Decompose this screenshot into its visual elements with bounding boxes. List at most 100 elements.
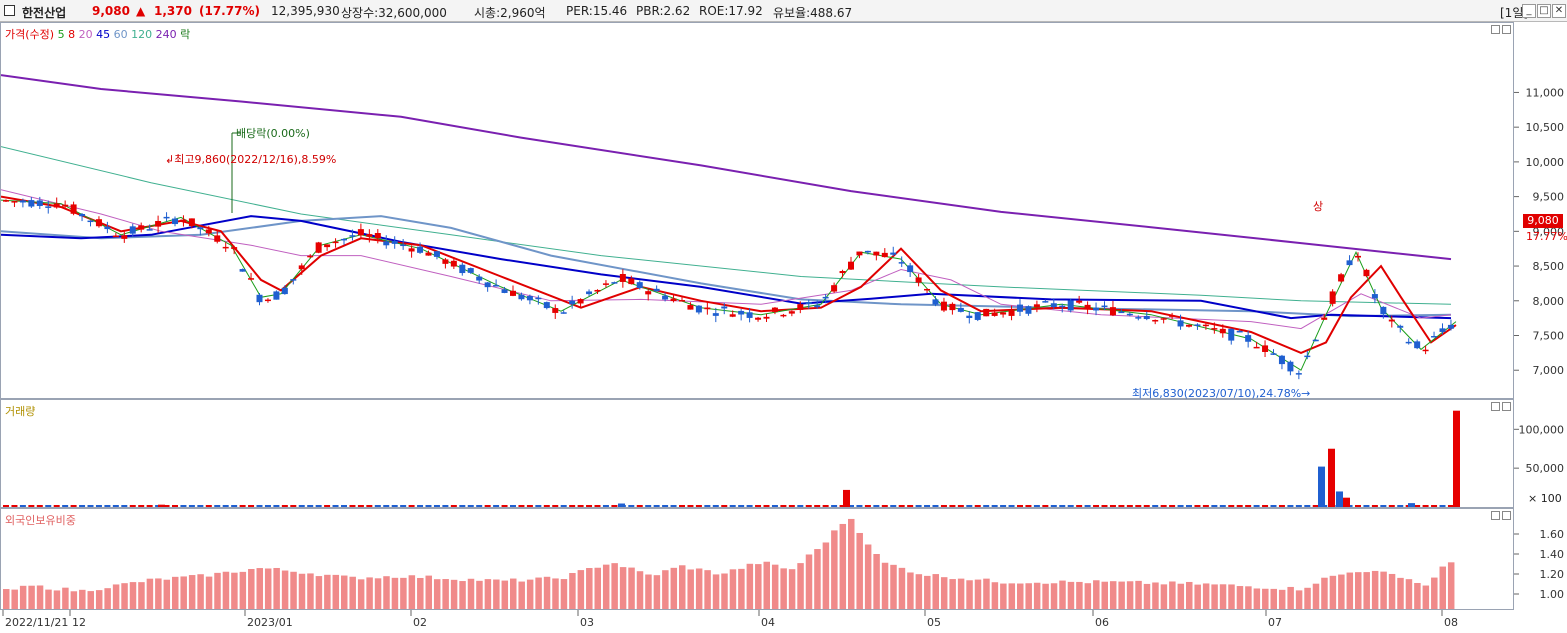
candle-up (552, 308, 559, 313)
volume-spike-bar (843, 489, 850, 507)
foreign-bar (408, 575, 416, 609)
candle-up (450, 260, 457, 267)
legend-ma8[interactable]: 8 (68, 28, 76, 41)
foreign-tick-label: 1.20 (1540, 568, 1565, 581)
volume-bar (163, 505, 170, 507)
candle-up (839, 270, 846, 274)
volume-bar (205, 505, 212, 507)
candle-down (45, 206, 52, 208)
close-button[interactable]: ✕ (1552, 4, 1566, 18)
candle-down (459, 264, 466, 274)
legend-ma5[interactable]: 5 (57, 28, 65, 41)
volume-bar (729, 505, 736, 507)
volume-bar (569, 505, 576, 507)
price-tick-label: 11,000 (1526, 86, 1565, 99)
candle-up (324, 244, 331, 248)
foreign-bar (1295, 590, 1303, 609)
volume-spike-bar (1336, 491, 1343, 507)
volume-bar (1245, 505, 1252, 507)
foreign-maximize-button[interactable] (1491, 511, 1500, 520)
volume-bar (36, 505, 43, 507)
candle-up (357, 229, 364, 236)
candle-down (738, 310, 745, 315)
volume-bar (763, 505, 770, 507)
volume-maximize-button[interactable] (1491, 402, 1500, 411)
volume-bar (1169, 505, 1176, 507)
foreign-bar (771, 564, 779, 609)
volume-bar (53, 505, 60, 507)
candle-up (264, 299, 271, 302)
volume-bar (197, 505, 204, 507)
volume-bar (864, 505, 871, 507)
legend-ma120[interactable]: 120 (131, 28, 153, 41)
volume-bar (95, 505, 102, 507)
period-selector[interactable]: [1일] (1500, 6, 1529, 20)
foreign-bar (619, 567, 627, 609)
price-chart[interactable] (1, 23, 1513, 398)
foreign-title: 외국인보유비중 (5, 514, 76, 527)
candle-down (1431, 336, 1438, 338)
candle-up (848, 261, 854, 270)
volume-bar (1202, 505, 1209, 507)
foreign-close-button[interactable] (1502, 511, 1511, 520)
foreign-bar (459, 581, 466, 609)
candle-up (138, 225, 145, 230)
candle-up (1076, 300, 1083, 303)
volume-bar (653, 505, 660, 507)
candle-up (222, 246, 229, 249)
roe-value: ROE:17.92 (699, 4, 763, 18)
volume-bar (1397, 505, 1404, 507)
volume-bar (1042, 505, 1049, 507)
volume-bar (324, 505, 331, 507)
volume-chart[interactable] (1, 400, 1513, 507)
foreign-bar (1008, 583, 1016, 609)
foreign-bar (1118, 581, 1125, 609)
volume-bar (679, 505, 685, 507)
foreign-bar (1380, 571, 1387, 609)
legend-ma45[interactable]: 45 (96, 28, 111, 41)
candle-down (966, 315, 973, 319)
foreign-bar (332, 574, 340, 609)
candle-down (1143, 315, 1150, 320)
foreign-bar (366, 577, 373, 609)
date-label: 08 (1444, 616, 1458, 629)
candle-down (1371, 294, 1378, 299)
foreign-panel[interactable]: 외국인보유비중 (0, 508, 1514, 610)
ma-20-line (1, 189, 1452, 330)
candle-up (645, 291, 652, 295)
price-panel[interactable]: 가격(수정) 5 8 20 45 60 120 240 락 (0, 22, 1514, 399)
minimize-button[interactable]: _ (1522, 4, 1536, 18)
volume-bar (121, 505, 128, 507)
candle-down (932, 299, 939, 305)
volume-bar (1447, 505, 1454, 507)
legend-ma20[interactable]: 20 (78, 28, 93, 41)
candle-down (163, 216, 170, 219)
candle-down (273, 291, 280, 300)
candle-up (602, 283, 609, 285)
legend-drop[interactable]: 락 (180, 28, 191, 41)
restore-button[interactable]: □ (1537, 4, 1551, 18)
panel-close-button[interactable] (1502, 25, 1511, 34)
candle-down (129, 226, 136, 234)
select-checkbox[interactable] (4, 5, 15, 16)
legend-ma60[interactable]: 60 (113, 28, 128, 41)
panel-maximize-button[interactable] (1491, 25, 1500, 34)
candle-up (408, 248, 415, 252)
foreign-bar (814, 549, 821, 609)
volume-bar (256, 505, 263, 507)
stock-name[interactable]: 한전산업 (22, 6, 67, 20)
legend-ma240[interactable]: 240 (155, 28, 177, 41)
candle-down (341, 238, 347, 241)
volume-close-button[interactable] (1502, 402, 1511, 411)
foreign-bar (1422, 585, 1430, 609)
foreign-chart[interactable] (1, 509, 1513, 609)
price-axis: 7,000 7,500 8,000 8,500 9,000 9,500 10,000 10,5… (1514, 22, 1567, 399)
volume-bar (341, 505, 347, 507)
foreign-bar (197, 574, 204, 609)
foreign-bar (129, 582, 137, 609)
foreign-bar (307, 573, 314, 609)
candle-down (1447, 324, 1454, 329)
foreign-bar (1101, 581, 1108, 609)
volume-bar (357, 505, 364, 507)
volume-panel[interactable]: 거래량 (0, 399, 1514, 508)
